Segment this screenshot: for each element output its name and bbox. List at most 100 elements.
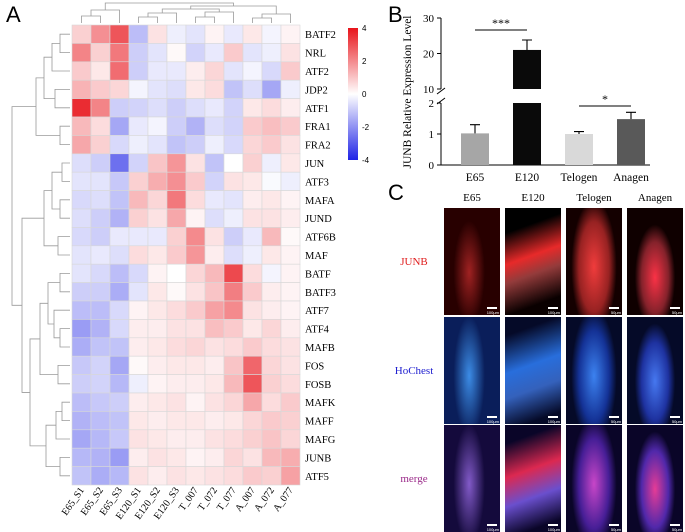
heatmap-cell: [90, 227, 111, 247]
heatmap-cell: [242, 337, 263, 357]
colorbar-gradient: [348, 28, 358, 160]
heatmap-cell: [242, 61, 263, 81]
merge-image: 100μm: [444, 425, 500, 532]
heatmap-cell: [90, 171, 111, 191]
heatmap-cell: [204, 135, 225, 155]
panel-b-label: B: [388, 2, 403, 27]
heatmap-cell: [185, 392, 206, 412]
colorbar-tick-label: 0: [362, 90, 367, 99]
heatmap-cell: [280, 98, 301, 118]
heatmap-cell: [261, 190, 282, 210]
scale-bar: [609, 307, 619, 309]
heatmap-cell: [185, 135, 206, 155]
scale-bar: [487, 524, 497, 526]
heatmap-cell: [280, 355, 301, 375]
heatmap-cell: [185, 61, 206, 81]
heatmap-cell: [280, 263, 301, 283]
heatmap-cell: [185, 116, 206, 136]
heatmap-cell: [109, 116, 130, 136]
heatmap-cell: [280, 135, 301, 155]
heatmap-cell: [261, 227, 282, 247]
heatmap-row-label: ATF3: [305, 177, 329, 188]
error-bar: [522, 39, 532, 50]
heatmap-cell: [223, 98, 244, 118]
heatmap-cell: [128, 61, 149, 81]
heatmap-cell: [223, 411, 244, 431]
heatmap-cell: [204, 355, 225, 375]
scale-bar-label: 100μm: [547, 527, 560, 532]
heatmap-cell: [109, 135, 130, 155]
heatmap-row-label: ATF6B: [305, 233, 336, 244]
heatmap-cell: [147, 319, 168, 339]
heatmap-cell: [166, 282, 187, 302]
heatmap-cell: [204, 116, 225, 136]
heatmap-cell: [166, 245, 187, 265]
error-bar: [626, 111, 636, 120]
heatmap-cell: [223, 447, 244, 467]
heatmap-row-label: NRL: [305, 49, 326, 60]
axis-break-gap: [512, 89, 542, 103]
heatmap-row-label: FOS: [305, 361, 324, 372]
heatmap-row-label: BATF3: [305, 288, 336, 299]
colorbar-tick-label: -4: [362, 156, 370, 165]
heatmap-cell: [280, 282, 301, 302]
merge-image: 50μm: [566, 425, 622, 532]
hochest-image: 50μm: [627, 317, 683, 424]
heatmap-cell: [147, 337, 168, 357]
heatmap-cell: [90, 374, 111, 394]
heatmap-cell: [204, 171, 225, 191]
heatmap-cell: [71, 79, 92, 99]
heatmap-cell: [223, 79, 244, 99]
heatmap-cell: [109, 300, 130, 320]
bar-category-label: E65: [466, 172, 485, 184]
heatmap-cell: [71, 116, 92, 136]
heatmap-cell: [128, 135, 149, 155]
heatmap-cell: [109, 171, 130, 191]
heatmap-cell: [166, 98, 187, 118]
heatmap-cell: [204, 98, 225, 118]
bar-y-tick-label: 2: [429, 98, 435, 110]
heatmap-cell: [223, 300, 244, 320]
heatmap-cell: [109, 411, 130, 431]
heatmap-figure: BATF2NRLATF2JDP2ATF1FRA1FRA2JUNATF3MAFAJ…: [11, 2, 370, 522]
heatmap-row-label: MAFA: [305, 196, 335, 207]
heatmap-cell: [90, 153, 111, 173]
heatmap-cell: [280, 392, 301, 412]
heatmap-cell: [109, 79, 130, 99]
heatmap-cell: [71, 227, 92, 247]
heatmap-cell: [147, 227, 168, 247]
heatmap-cell: [147, 61, 168, 81]
heatmap-cell: [147, 171, 168, 191]
heatmap-cell: [185, 24, 206, 44]
scale-bar-label: 100μm: [547, 419, 560, 424]
heatmap-row-label: JUND: [305, 214, 332, 225]
heatmap-cell: [242, 208, 263, 228]
heatmap-cell: [280, 245, 301, 265]
heatmap-cell: [166, 447, 187, 467]
heatmap-row-label: BATF: [305, 269, 331, 280]
heatmap-cell: [223, 355, 244, 375]
heatmap-cell: [90, 24, 111, 44]
heatmap-cell: [223, 43, 244, 63]
heatmap-cell: [128, 466, 149, 486]
bar-category-label: Telogen: [561, 172, 598, 184]
microscopy-column-label: E65: [463, 192, 481, 204]
heatmap-cell: [128, 447, 149, 467]
heatmap-cell: [109, 190, 130, 210]
heatmap-cell: [185, 429, 206, 449]
scale-bar-label: 50μm: [610, 527, 621, 532]
heatmap-cell: [147, 190, 168, 210]
heatmap-cell: [223, 245, 244, 265]
heatmap-cell: [166, 116, 187, 136]
heatmap-cell: [90, 61, 111, 81]
significance-label: ***: [492, 16, 510, 30]
heatmap-cell: [71, 337, 92, 357]
bar-y-axis-label: JUNB Relative Expression Level: [402, 16, 414, 169]
heatmap-cell: [261, 374, 282, 394]
heatmap-cell: [242, 374, 263, 394]
scale-bar-label: 50μm: [671, 310, 682, 315]
heatmap-cell: [261, 208, 282, 228]
bar: [461, 133, 489, 165]
bar: [565, 134, 593, 165]
scale-bar: [609, 524, 619, 526]
